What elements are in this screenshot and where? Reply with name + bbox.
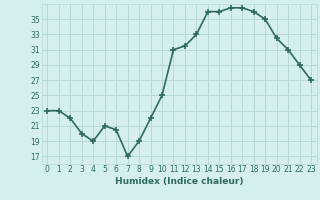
X-axis label: Humidex (Indice chaleur): Humidex (Indice chaleur): [115, 177, 244, 186]
